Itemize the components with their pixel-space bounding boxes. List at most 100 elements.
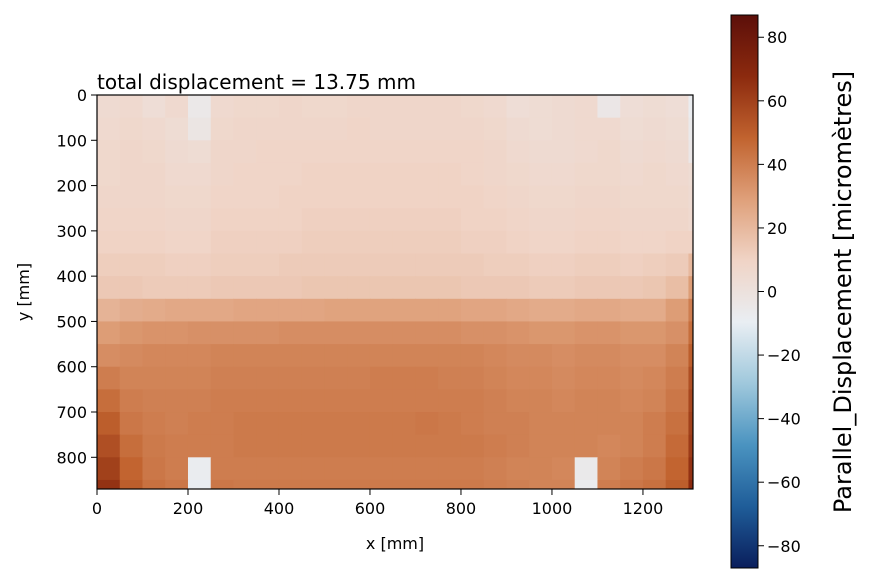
- heatmap-cell: [210, 140, 235, 164]
- heatmap-cell: [665, 366, 690, 390]
- heatmap-cells: [97, 95, 693, 489]
- heatmap-cell: [392, 230, 417, 255]
- heatmap-cell: [256, 366, 280, 390]
- heatmap-cell: [483, 457, 508, 481]
- heatmap-cell: [483, 253, 508, 277]
- heatmap-cell: [233, 276, 257, 300]
- heatmap-cell: [529, 298, 553, 323]
- heatmap-cell: [256, 479, 280, 489]
- heatmap-cell: [233, 412, 257, 436]
- heatmap-cell: [97, 298, 121, 323]
- heatmap-cell: [665, 230, 690, 255]
- heatmap-cell: [256, 412, 280, 436]
- heatmap-cell: [165, 253, 189, 277]
- heatmap-cell: [460, 321, 485, 345]
- colorbar-tick-label: −40: [767, 410, 801, 429]
- y-axis-label: y [mm]: [14, 263, 33, 321]
- heatmap-cell: [483, 117, 508, 141]
- heatmap-cell: [620, 344, 644, 368]
- heatmap-cell: [97, 253, 121, 277]
- heatmap-cell: [665, 412, 690, 436]
- heatmap-cell: [369, 344, 394, 368]
- heatmap-cell: [347, 140, 371, 164]
- colorbar-label: Parallel_Displacement [micromètres]: [829, 71, 857, 513]
- heatmap-cell: [119, 95, 144, 119]
- heatmap-cell: [187, 140, 212, 164]
- heatmap-cell: [574, 434, 599, 458]
- heatmap-cell: [574, 479, 599, 489]
- heatmap-cell: [187, 253, 212, 277]
- heatmap-cell: [278, 412, 303, 436]
- heatmap-cell: [483, 366, 508, 390]
- heatmap-cell: [165, 208, 189, 232]
- heatmap-cell: [324, 434, 348, 458]
- heatmap-cell: [438, 253, 462, 277]
- y-tick-label: 400: [56, 267, 87, 286]
- heatmap-cell: [551, 321, 576, 345]
- heatmap-cell: [392, 140, 417, 164]
- heatmap-cell: [529, 344, 553, 368]
- heatmap-cell: [210, 298, 235, 323]
- heatmap-cell: [460, 389, 485, 413]
- heatmap-cell: [210, 344, 235, 368]
- heatmap-cell: [642, 276, 667, 300]
- heatmap-cell: [278, 185, 303, 209]
- colorbar-tick-label: −20: [767, 346, 801, 365]
- colorbar-tick-label: 80: [767, 28, 787, 47]
- heatmap-cell: [483, 412, 508, 436]
- heatmap-cell: [233, 253, 257, 277]
- heatmap-cell: [460, 298, 485, 323]
- heatmap-cell: [574, 140, 599, 164]
- heatmap-cell: [574, 117, 599, 141]
- heatmap-cell: [278, 321, 303, 345]
- x-tick-label: 400: [264, 499, 295, 518]
- heatmap-cell: [551, 253, 576, 277]
- heatmap-cell: [210, 208, 235, 232]
- heatmap-cell: [119, 389, 144, 413]
- colorbar-tick-label: −60: [767, 473, 801, 492]
- heatmap-cell: [642, 412, 667, 436]
- heatmap-cell: [551, 344, 576, 368]
- heatmap-cell: [165, 366, 189, 390]
- heatmap-cell: [347, 230, 371, 255]
- heatmap-cell: [278, 140, 303, 164]
- heatmap-cell: [665, 140, 690, 164]
- heatmap-cell: [483, 389, 508, 413]
- heatmap-cell: [256, 140, 280, 164]
- heatmap-cell: [483, 162, 508, 187]
- heatmap-cell: [506, 389, 530, 413]
- x-tick-label: 200: [173, 499, 204, 518]
- heatmap-cell: [642, 298, 667, 323]
- heatmap-cell: [620, 253, 644, 277]
- heatmap-cell: [369, 457, 394, 481]
- heatmap-cell: [688, 117, 693, 141]
- heatmap-cell: [438, 117, 462, 141]
- heatmap-cell: [119, 479, 144, 489]
- heatmap-cell: [369, 389, 394, 413]
- heatmap-cell: [278, 344, 303, 368]
- heatmap-cell: [620, 140, 644, 164]
- heatmap-cell: [324, 298, 348, 323]
- heatmap-cell: [301, 276, 326, 300]
- heatmap-cell: [483, 321, 508, 345]
- heatmap-cell: [665, 457, 690, 481]
- heatmap-cell: [688, 298, 693, 323]
- heatmap-cell: [688, 95, 693, 119]
- heatmap-cell: [256, 230, 280, 255]
- heatmap-cell: [597, 298, 621, 323]
- heatmap-cell: [529, 162, 553, 187]
- heatmap-cell: [347, 344, 371, 368]
- heatmap-cell: [142, 389, 166, 413]
- heatmap-cell: [688, 276, 693, 300]
- heatmap-cell: [256, 253, 280, 277]
- heatmap-cell: [278, 276, 303, 300]
- heatmap-cell: [620, 117, 644, 141]
- heatmap-cell: [551, 389, 576, 413]
- heatmap-cell: [688, 230, 693, 255]
- heatmap-cell: [142, 412, 166, 436]
- heatmap-cell: [301, 117, 326, 141]
- heatmap-cell: [415, 140, 439, 164]
- heatmap-cell: [438, 321, 462, 345]
- heatmap-cell: [301, 140, 326, 164]
- heatmap-cell: [415, 117, 439, 141]
